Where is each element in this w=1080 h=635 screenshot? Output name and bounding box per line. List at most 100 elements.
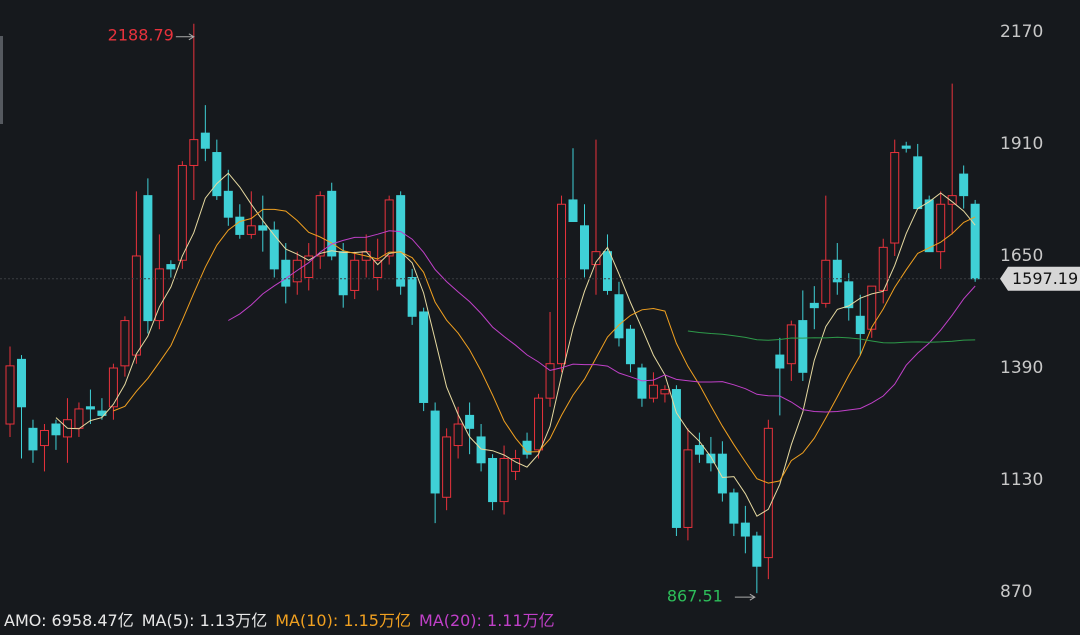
candle-body: [108, 367, 118, 408]
candle-body: [890, 152, 900, 244]
candle-body: [430, 410, 440, 494]
candle-body: [511, 457, 521, 472]
candle-body: [844, 281, 854, 309]
candle-body: [143, 195, 153, 322]
candle-body: [775, 354, 785, 369]
candle-body: [350, 259, 360, 291]
candle-body: [235, 216, 245, 235]
candle-body: [763, 427, 773, 559]
low-label: 867.51: [667, 587, 723, 606]
candle-body: [488, 457, 498, 503]
candle-body: [648, 384, 658, 399]
candle-body: [809, 302, 819, 309]
candle-body: [396, 195, 406, 287]
candle-body: [258, 225, 268, 231]
candle-body: [855, 315, 865, 335]
candle-body: [120, 320, 130, 367]
candle-body: [706, 453, 716, 464]
candle-body: [246, 225, 256, 235]
candle-body: [786, 324, 796, 365]
last-price-tag: [1000, 266, 1080, 291]
candle-body: [568, 199, 578, 222]
last-price-label: 1597.19: [1012, 269, 1078, 288]
footer-item: MA(5): 1.13万亿: [142, 611, 268, 630]
candle-body: [28, 427, 38, 451]
footer-item: MA(10): 1.15万亿: [275, 611, 411, 630]
moving-average-line: [228, 230, 976, 413]
candle-body: [959, 173, 969, 197]
candle-body: [200, 132, 210, 149]
high-arrow: [175, 33, 195, 41]
footer-item: MA(20): 1.11万亿: [419, 611, 555, 630]
candle-body: [534, 397, 544, 451]
moving-average-line: [113, 208, 976, 484]
candle-body: [545, 363, 555, 399]
y-tick-label: 2170: [1000, 22, 1043, 42]
candle-body: [453, 423, 463, 447]
candle-body: [936, 203, 946, 253]
candle-body: [85, 406, 95, 410]
footer: AMO: 6958.47亿 MA(5): 1.13万亿 MA(10): 1.15万亿…: [4, 611, 555, 630]
candle-body: [74, 408, 84, 429]
candle-body: [327, 190, 337, 257]
high-label: 2188.79: [108, 25, 174, 44]
candle-body: [798, 320, 808, 373]
y-tick-label: 1130: [1000, 470, 1043, 490]
candle-body: [729, 492, 739, 524]
candle-body: [419, 311, 429, 403]
candle-body: [269, 229, 279, 270]
candle-body: [740, 522, 750, 537]
candle-body: [338, 251, 348, 296]
candle-body: [602, 251, 612, 291]
candle-body: [671, 389, 681, 528]
candle-body: [177, 164, 187, 261]
y-tick-label: 1390: [1000, 358, 1043, 378]
candle-body: [821, 259, 831, 304]
candle-body: [51, 423, 61, 436]
candle-body: [39, 429, 49, 447]
y-tick-label: 1910: [1000, 134, 1043, 154]
candle-body: [683, 449, 693, 528]
candle-body: [281, 259, 291, 287]
candle-body: [752, 535, 762, 567]
candle-body: [189, 139, 199, 166]
candle-body: [717, 453, 727, 494]
candle-body: [901, 145, 911, 149]
candle-body: [924, 199, 934, 253]
candle-body: [5, 365, 15, 425]
footer-item: AMO: 6958.47亿: [4, 611, 134, 630]
low-arrow: [734, 593, 756, 601]
moving-average-line: [687, 330, 976, 344]
candle-body: [580, 225, 589, 270]
candle-body: [131, 255, 141, 356]
candle-body: [637, 367, 647, 399]
candle-body: [557, 203, 567, 365]
candle-body: [591, 251, 601, 266]
candle-body: [867, 285, 877, 330]
candle-body: [947, 195, 957, 205]
candle-body: [16, 358, 26, 408]
candle-body: [304, 255, 314, 279]
candle-body: [660, 389, 670, 395]
y-tick-label: 870: [1000, 582, 1032, 602]
candle-body: [442, 436, 452, 498]
candle-body: [166, 264, 176, 270]
candle-body: [970, 203, 980, 280]
scrollbar: [0, 36, 3, 124]
candle-body: [373, 259, 383, 279]
candle-body: [465, 414, 475, 429]
candle-body: [384, 199, 394, 257]
candle-body: [212, 152, 222, 197]
y-tick-label: 1650: [1000, 246, 1043, 266]
candle-body: [694, 445, 704, 455]
candle-body: [407, 277, 417, 317]
candle-body: [315, 195, 325, 257]
candle-body: [154, 268, 164, 322]
candle-body: [499, 457, 509, 503]
candle-body: [625, 328, 635, 365]
candle-body: [913, 156, 923, 210]
candle-body: [832, 259, 842, 283]
candle-body: [223, 190, 233, 218]
